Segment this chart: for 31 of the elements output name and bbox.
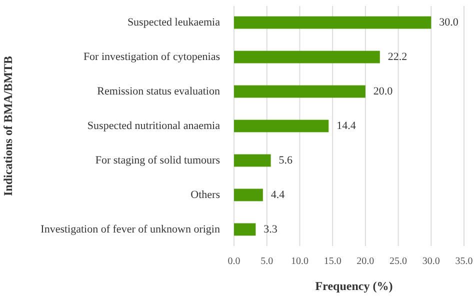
x-tick-label: 20.0 — [356, 256, 374, 267]
x-tick-label: 0.0 — [228, 256, 240, 267]
bar — [234, 223, 256, 236]
bar — [234, 85, 366, 98]
bar — [234, 120, 329, 132]
x-tick-label: 10.0 — [290, 256, 308, 267]
y-axis-title: Indications of BMA/BMTB — [1, 56, 15, 196]
bar — [234, 50, 380, 64]
data-label: 3.3 — [264, 223, 278, 236]
x-tick-label: 25.0 — [390, 256, 408, 267]
x-tick-label: 30.0 — [422, 256, 440, 267]
y-tick-label: For investigation of cytopenias — [83, 51, 220, 64]
bar — [234, 16, 432, 29]
y-tick-label: Others — [190, 188, 220, 201]
x-tick-label: 35.0 — [455, 256, 473, 267]
y-tick-label: Suspected nutritional anaemia — [87, 120, 220, 132]
y-tick-label: Suspected leukaemia — [127, 16, 220, 29]
data-label: 22.2 — [388, 51, 408, 64]
y-tick-label: Remission status evaluation — [97, 86, 220, 98]
bar — [234, 188, 263, 202]
x-tick-label: 5.0 — [260, 256, 274, 267]
data-label: 20.0 — [373, 86, 394, 98]
data-label: 14.4 — [336, 120, 356, 132]
data-label: 30.0 — [439, 16, 459, 29]
data-label: 4.4 — [270, 188, 286, 201]
data-label: 5.6 — [278, 154, 294, 166]
bar — [234, 154, 271, 167]
y-tick-label: Investigation of fever of unknown origin — [40, 223, 220, 236]
x-axis-title: Frequency (%) — [315, 279, 393, 293]
y-tick-label: For staging of solid tumours — [95, 154, 220, 166]
x-tick-label: 15.0 — [324, 256, 342, 267]
